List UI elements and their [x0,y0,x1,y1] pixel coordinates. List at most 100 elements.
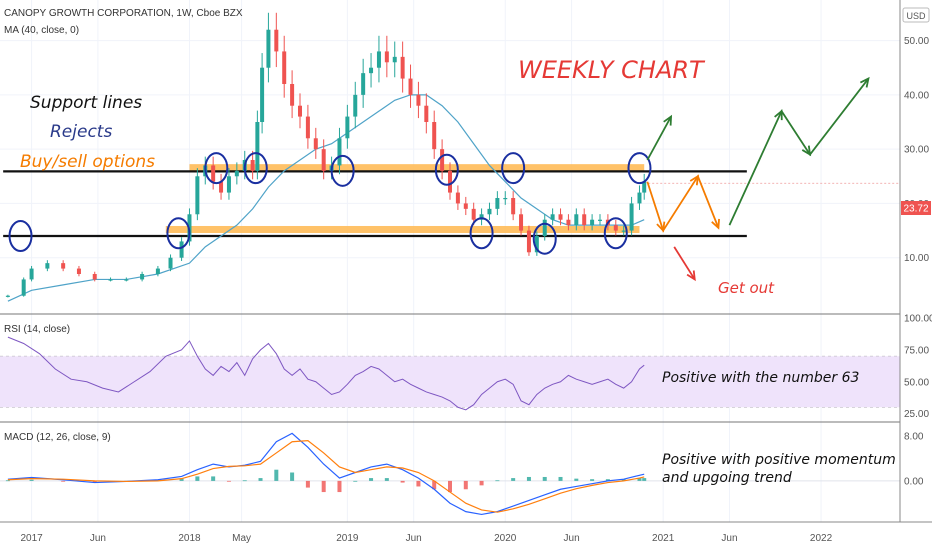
currency-box [902,7,930,23]
arrow-head [859,76,870,88]
macd-hist-bar [495,480,500,482]
candle-body [76,268,81,274]
reject-circle [501,152,526,185]
weekly-chart-label: WEEKLY CHART [518,56,706,84]
y-tick-label: 50.00 [904,36,929,47]
macd-hist-bar [290,472,295,481]
candle-body [637,192,642,204]
candle-body [234,170,239,177]
candle-body [195,176,200,215]
macd-hist-bar [29,479,34,481]
rsi-note: Positive with the number 63 [662,370,859,386]
support-lines-label: Support lines [30,93,142,113]
candle-body [219,181,224,193]
candle-body [376,51,381,68]
y-tick-label: 10.00 [904,253,929,264]
macd-hist-bar [400,480,405,483]
candle-body [519,214,524,231]
reject-circle [532,222,557,255]
grid-lines [0,0,900,522]
rsi-line [7,336,645,411]
macd-hist-bar [242,480,247,482]
candle-body [432,122,437,150]
candle-body [345,116,350,139]
x-tick-label: 2019 [336,533,359,544]
candle-body [155,268,160,274]
rsi-legend: RSI (14, close) [4,324,70,335]
candle-body [400,56,405,79]
candle-body [471,208,476,220]
x-tick-label: 2020 [494,533,517,544]
macd-hist-bar [558,476,563,481]
macd-hist-bar [92,480,97,483]
macd-hist-bar [542,476,547,481]
rsi-band [0,356,900,408]
current-price-tag: 23.72 [901,201,931,215]
candle-body [511,198,516,215]
arrow-head [663,114,673,126]
macd-hist-bar [353,480,358,482]
x-tick-label: 2022 [810,533,833,544]
reject-circle [330,154,355,187]
candle-body [313,138,318,150]
arrow-orange-zigzag [646,174,720,233]
candle-body [255,122,260,171]
macd-hist-bar [448,480,452,493]
candle-body [108,279,113,281]
candle-body [550,214,555,220]
macd-hist-bar [226,480,231,482]
x-tick-label: Jun [90,533,106,544]
y-tick-label: 30.00 [904,145,929,156]
candle-body [274,29,279,52]
candle-body [260,67,265,122]
arrow-green-up [646,116,672,161]
macd-line [7,432,645,516]
x-tick-label: May [232,533,251,544]
candle-body [305,116,310,139]
arrow-head [686,270,696,282]
macd-tick-label: 8.00 [904,432,924,443]
buysell-label: Buy/sell options [20,152,155,172]
macd-hist-bar [179,478,184,481]
rejects-label: Rejects [50,122,112,142]
candle-body [598,219,602,221]
macd-hist-bar [61,480,66,482]
reject-circle [603,217,628,250]
macd-hist-bar [511,478,516,481]
x-tick-label: Jun [564,533,580,544]
macd-hist-bar [479,480,484,486]
lower-support-band [165,225,640,233]
macd-legend: MACD (12, 26, close, 9) [4,432,111,443]
ma-line [7,94,645,302]
candle-body [392,56,397,63]
candle-body [503,198,508,200]
candle-body [455,192,460,204]
candle-body [526,230,531,253]
candle-body [613,225,618,231]
candle-body [424,105,429,122]
candle-body [574,214,579,226]
macd-hist-bar [637,478,642,481]
currency-button[interactable]: USD [902,7,930,23]
macd-hist-bar [258,478,263,481]
signal-line [7,440,645,513]
candle-body [211,165,216,182]
x-tick-label: Jun [721,533,737,544]
reject-circle [243,152,268,185]
arrow-head [801,145,812,157]
price-tag-label: 23.72 [903,204,928,215]
macd-hist-bar [605,479,610,481]
macd-hist-bar [590,479,595,481]
macd-hist-bar [321,480,326,493]
macd-hist-bar [384,478,389,481]
candle-body [384,51,389,63]
arrow-green-zigzag [728,78,870,226]
reject-circle [204,152,229,185]
macd-hist-bar [211,476,216,481]
reject-circle [627,152,652,185]
chart-title: CANOPY GROWTH CORPORATION, 1W, Cboe BZX [4,8,243,19]
candle-body [542,219,547,236]
support-layer [3,164,900,238]
macd-hist-bar [5,480,10,482]
